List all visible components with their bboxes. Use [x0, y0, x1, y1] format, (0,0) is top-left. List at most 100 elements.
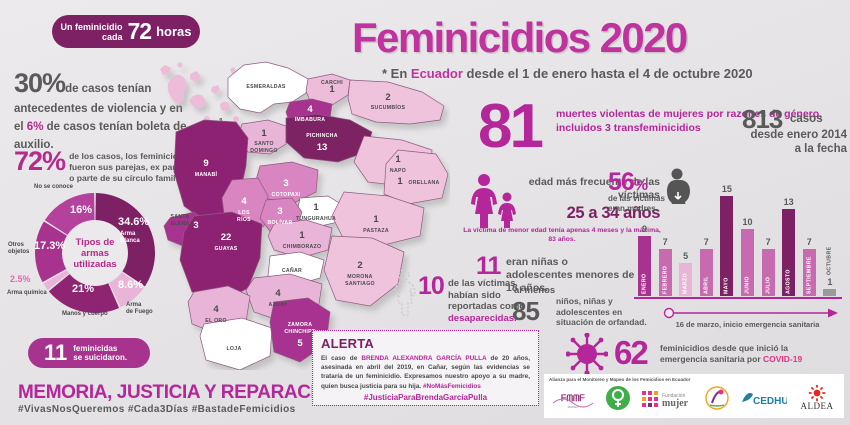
pregnant-mother-icon	[667, 168, 690, 204]
stat-30-number: 30	[14, 68, 43, 98]
suicide-line1: feminicidas	[73, 343, 118, 353]
stat-age-range: 25 a 34 años	[566, 204, 661, 222]
bar-rect: OCTUBRE	[823, 247, 837, 296]
weapons-donut-chart: Tipos de armas utilizadas 34.6% Arma Blanca…	[7, 184, 158, 317]
stat-56-percent: %	[633, 177, 648, 194]
frequency-number: 72	[127, 18, 153, 44]
page-subtitle: * En Ecuador desde el 1 de enero hasta e…	[382, 66, 753, 81]
stat-56-block: 56%	[608, 168, 648, 197]
alert-victim-name: BRENDA ALEXANDRA GARCÍA PULLA	[361, 355, 487, 362]
stat-813-number: 813	[742, 104, 783, 134]
bar-label: ABRIL	[703, 276, 710, 294]
stat-10-highlight: desaparecidas.	[448, 312, 517, 324]
logo-surkuna-icon	[705, 386, 729, 410]
bar-rect: JULIO	[761, 249, 775, 296]
bar-value: 7	[662, 237, 668, 248]
monthly-bar-chart: 9 ENERO 7 FEBRERO 5 MARZO 7 ABRIL 15 MAYO 10 JUNIO 7…	[634, 168, 842, 299]
label-guayas: GUAYAS	[214, 246, 237, 252]
svg-text:mujer: mujer	[662, 398, 689, 409]
province-galapagos: 1 GALÁPAGOS	[160, 62, 247, 136]
ecuador-choropleth-map: 1 GALÁPAGOS	[160, 61, 449, 370]
label-azuay: AZUAY	[269, 302, 288, 308]
svg-text:Fundación: Fundación	[662, 393, 686, 399]
bar-value: 7	[806, 237, 812, 248]
svg-text:CHINCHIPE: CHINCHIPE	[284, 329, 315, 335]
label-zamora: ZAMORA	[288, 322, 313, 328]
donut-slice-1	[109, 272, 144, 308]
bar-label: MARZO	[682, 272, 689, 294]
bar-value: 15	[721, 184, 732, 194]
bar-label: FEBRERO	[662, 265, 669, 294]
alert-box: ALERTA El caso de BRENDA ALEXANDRA GARCÍ…	[312, 330, 539, 406]
donut-value-4: 17.3%	[34, 240, 66, 252]
label-santo-domingo: SANTO	[254, 141, 274, 147]
bar-label: OCTUBRE	[826, 246, 833, 276]
donut-label-0: Arma Blanca	[120, 231, 140, 244]
province-pastaza	[331, 191, 425, 247]
stat-62-number: 62	[614, 334, 649, 371]
logo-mujer-icon: Fundación mujer	[641, 391, 689, 409]
bar-rect: SEPTIEMBRE	[802, 249, 816, 296]
stat-85-number: 85	[512, 296, 540, 326]
bar-value: 1	[827, 277, 833, 288]
bar-column: 7 ABRIL	[699, 233, 713, 296]
stat-72-line1: de los casos, los feminicidas	[69, 151, 188, 161]
stat-56-text: de las víctimas eran madres.	[608, 194, 665, 213]
svg-text:MAPEO: MAPEO	[568, 405, 580, 409]
value-zamora: 5	[297, 338, 303, 349]
bar-column: 9 ENERO	[638, 220, 651, 296]
stat-30-text-a: de casos tenían antecedentes de violenci…	[14, 83, 183, 133]
partners-caption: Alianza para el Monitoreo y Mapeo de los…	[549, 377, 691, 382]
subtitle-country: Ecuador	[410, 66, 463, 81]
suicide-number: 11	[44, 340, 68, 365]
label-imbabura: IMBABURA	[295, 117, 326, 123]
bar-value: 7	[765, 237, 771, 248]
value-orellana: 1	[397, 176, 403, 187]
logo-cpj-icon	[606, 386, 631, 410]
svg-text:ALDEA: ALDEA	[800, 401, 833, 411]
bar-label: JULIO	[765, 276, 772, 294]
donut-label-2: Manos y cuerpo	[62, 311, 108, 317]
value-santo-domingo: 1	[261, 128, 267, 139]
stat-perpetrator-relation: 72% de los casos, los feminicidas fueron…	[14, 148, 214, 184]
bar-rect: ENERO	[638, 236, 651, 296]
bar-label: MAYO	[723, 277, 730, 294]
donut-value-2: 21%	[72, 283, 95, 295]
label-chimborazo: CHIMBORAZO	[283, 244, 322, 250]
province-loja	[199, 317, 273, 370]
donut-slice-2	[48, 274, 120, 313]
province-orellana	[383, 149, 449, 205]
stat-72-text: de los casos, los feminicidas fueron sus…	[69, 148, 192, 184]
donut-center-label: Tipos de armas utilizadas	[63, 221, 127, 285]
label-esmeraldas: ESMERALDAS	[246, 84, 286, 90]
value-manabi: 9	[203, 158, 208, 169]
stat-85-text: niños, niñas y adolescentes en situación…	[556, 296, 647, 327]
svg-text:CEDHU: CEDHU	[753, 396, 787, 407]
value-pastaza: 1	[373, 214, 379, 225]
stat-85-prefix: al menos	[514, 285, 556, 296]
suicide-text: feminicidas se suicidaron.	[73, 344, 127, 363]
stat-72-percent: %	[42, 146, 66, 176]
bar-column: 13 AGOSTO	[782, 193, 796, 296]
bar-column: 7 JULIO	[761, 233, 775, 296]
label-cotopaxi: COTOPAXI	[271, 192, 300, 198]
value-pichincha: 13	[317, 142, 328, 153]
stat-antecedents: 30%de casos tenían antecedentes de viole…	[14, 68, 194, 153]
label-santa-elena: SANTA	[171, 214, 190, 220]
label-napo: NAPO	[390, 168, 406, 174]
label-los-rios: LOS	[238, 210, 250, 216]
partners-logo-bar: Alianza para el Monitoreo y Mapeo de los…	[544, 374, 844, 418]
donut-value-3: 2.5%	[10, 274, 31, 284]
stat-81-number: 81	[478, 92, 544, 161]
bar-value: 5	[683, 250, 689, 261]
value-los-rios: 4	[241, 196, 247, 207]
value-bolivar: 3	[277, 206, 282, 217]
value-el-oro: 4	[213, 304, 219, 315]
bar-rect: MAYO	[720, 196, 734, 296]
alert-hashtag-inline: #NoMásFemicidios	[422, 382, 481, 390]
suicide-line2: se suicidaron.	[73, 353, 128, 362]
bar-label: ENERO	[641, 273, 648, 294]
bar-value: 13	[783, 197, 794, 208]
stat-62-text-a: feminicidios desde que inició la emergen…	[660, 343, 789, 364]
donut-label-3: Arma química	[7, 290, 47, 296]
